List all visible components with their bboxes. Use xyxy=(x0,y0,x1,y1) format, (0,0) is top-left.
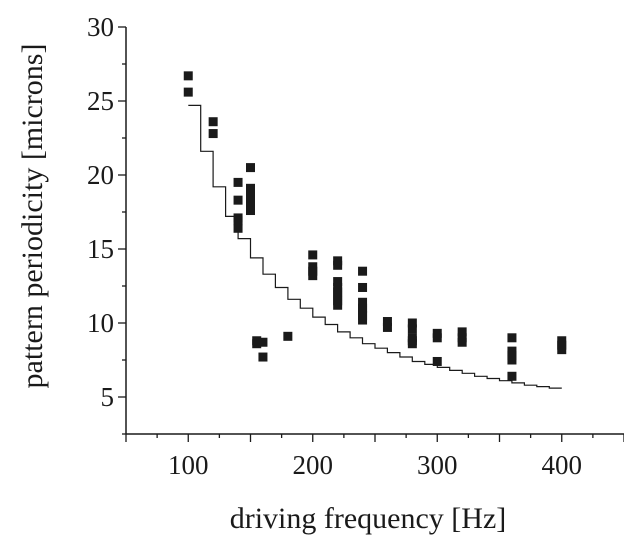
data-point xyxy=(407,318,417,328)
y-tick-label: 20 xyxy=(87,160,114,190)
data-point xyxy=(246,163,255,173)
data-point xyxy=(382,322,392,332)
y-tick-label: 25 xyxy=(87,86,114,116)
y-tick-label: 15 xyxy=(87,234,114,264)
data-point xyxy=(183,87,193,97)
data-point xyxy=(308,250,318,260)
x-tick-label: 300 xyxy=(417,450,458,480)
data-point xyxy=(507,333,517,343)
data-point xyxy=(208,117,218,127)
x-axis-title: driving frequency [Hz] xyxy=(230,502,507,535)
data-point xyxy=(333,260,343,270)
data-point xyxy=(252,339,262,349)
data-point xyxy=(407,324,417,334)
tick-labels: 100 200 300 400 5 10 15 20 25 30 xyxy=(87,12,582,480)
data-point xyxy=(258,352,268,362)
data-points-layer xyxy=(183,71,567,381)
x-tick-label: 100 xyxy=(168,450,209,480)
data-point xyxy=(507,355,517,365)
data-point xyxy=(432,333,442,343)
data-point xyxy=(233,216,243,226)
data-point xyxy=(233,177,243,187)
data-point xyxy=(258,337,268,347)
data-point xyxy=(358,315,368,325)
data-point xyxy=(183,71,193,81)
data-point xyxy=(457,327,467,337)
data-point xyxy=(333,277,343,287)
data-point xyxy=(507,371,517,381)
data-point xyxy=(358,266,368,276)
data-point xyxy=(457,337,467,347)
x-tick-label: 400 xyxy=(542,450,583,480)
y-tick-label: 30 xyxy=(87,12,114,42)
data-point xyxy=(208,129,218,139)
data-point xyxy=(407,339,417,349)
data-point xyxy=(233,195,243,205)
data-point xyxy=(358,297,368,307)
data-point xyxy=(308,271,318,281)
x-tick-label: 200 xyxy=(293,450,334,480)
y-tick-label: 10 xyxy=(87,308,114,338)
y-axis-title: pattern periodicity [microns] xyxy=(16,44,49,389)
data-point xyxy=(382,317,392,327)
data-point xyxy=(432,356,442,366)
fit-line-layer xyxy=(188,104,562,389)
axes xyxy=(118,26,624,442)
data-point xyxy=(358,282,368,292)
data-point xyxy=(283,331,293,341)
data-point xyxy=(557,345,567,355)
fit-curve-line xyxy=(188,104,562,389)
y-tick-label: 5 xyxy=(101,382,115,412)
data-point xyxy=(246,206,255,216)
data-point xyxy=(233,223,243,233)
data-point xyxy=(333,300,343,310)
